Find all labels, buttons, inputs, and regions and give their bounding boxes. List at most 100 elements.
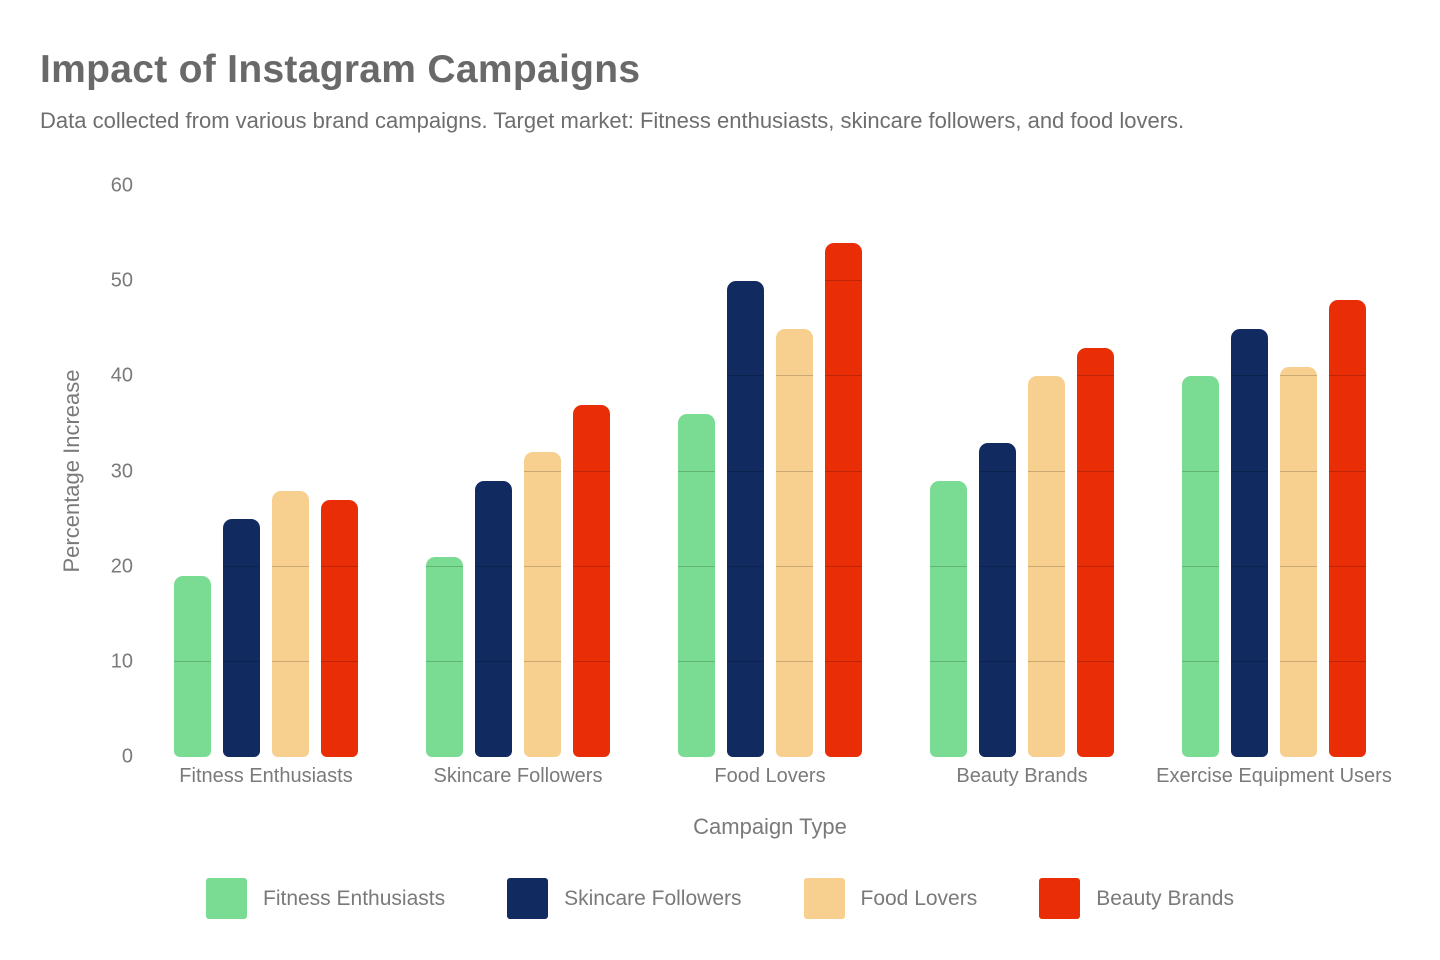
bar-gridline xyxy=(1329,660,1366,662)
legend-swatch xyxy=(803,878,845,919)
bar-gridline xyxy=(1231,565,1268,567)
bar-gridline xyxy=(1329,375,1366,377)
bar-gridline xyxy=(426,660,463,662)
bar-gridline xyxy=(321,660,358,662)
x-axis-tick-label: Exercise Equipment Users xyxy=(1156,765,1392,787)
bar xyxy=(426,557,463,757)
bar xyxy=(930,481,967,757)
bar-gridline xyxy=(475,660,512,662)
bar-gridline xyxy=(1280,470,1317,472)
bar-gridline xyxy=(223,565,260,567)
bar xyxy=(174,576,211,757)
plot-area xyxy=(140,186,1400,757)
bar-gridline xyxy=(776,470,813,472)
bar-group xyxy=(426,404,611,757)
y-axis-tick-label: 20 xyxy=(110,555,133,578)
bar xyxy=(1028,376,1065,757)
bar-groups xyxy=(140,186,1400,757)
bar-gridline xyxy=(930,565,967,567)
bar-gridline xyxy=(678,660,715,662)
legend-item: Beauty Brands xyxy=(1039,878,1234,919)
bar-gridline xyxy=(776,660,813,662)
bar-gridline xyxy=(524,565,561,567)
bar xyxy=(524,452,561,757)
legend-label: Beauty Brands xyxy=(1096,886,1234,910)
bar-gridline xyxy=(979,565,1016,567)
y-axis-tick-label: 10 xyxy=(110,650,133,673)
y-axis-tick-label: 40 xyxy=(110,364,133,387)
bar xyxy=(475,481,512,757)
legend-label: Fitness Enthusiasts xyxy=(263,886,446,910)
bar xyxy=(727,281,764,757)
bar xyxy=(979,442,1016,757)
bar-gridline xyxy=(1231,375,1268,377)
x-axis-title: Campaign Type xyxy=(693,814,847,839)
bar-gridline xyxy=(727,565,764,567)
legend-label: Food Lovers xyxy=(860,886,978,910)
bar-gridline xyxy=(825,660,862,662)
bar-gridline xyxy=(979,660,1016,662)
bar-gridline xyxy=(426,565,463,567)
bar-gridline xyxy=(1028,660,1065,662)
bar-gridline xyxy=(825,565,862,567)
bar-gridline xyxy=(1077,660,1114,662)
legend-item: Food Lovers xyxy=(803,878,978,919)
bar xyxy=(573,404,610,757)
bar-gridline xyxy=(272,660,309,662)
bar-gridline xyxy=(272,565,309,567)
bar-gridline xyxy=(1280,375,1317,377)
x-axis-tick-label: Fitness Enthusiasts xyxy=(179,765,353,787)
bar-gridline xyxy=(223,660,260,662)
y-axis-tick-label: 60 xyxy=(110,174,133,197)
bar-gridline xyxy=(1231,660,1268,662)
bar-gridline xyxy=(930,660,967,662)
bar-gridline xyxy=(1280,565,1317,567)
bar-gridline xyxy=(1028,470,1065,472)
bar-group xyxy=(930,347,1115,757)
bar-gridline xyxy=(776,565,813,567)
y-axis-tick-label: 0 xyxy=(121,745,133,768)
chart-subtitle: Data collected from various brand campai… xyxy=(40,108,1185,133)
bar-gridline xyxy=(475,565,512,567)
bar xyxy=(1280,366,1317,757)
bar-gridline xyxy=(573,660,610,662)
legend: Fitness Enthusiasts Skincare Followers Foo… xyxy=(0,878,1440,919)
bar-gridline xyxy=(1077,375,1114,377)
bar xyxy=(776,328,813,757)
y-axis-tick-label: 50 xyxy=(110,269,133,292)
bar-group xyxy=(174,490,359,757)
bar-gridline xyxy=(1028,565,1065,567)
bar xyxy=(1231,328,1268,757)
bar-gridline xyxy=(524,470,561,472)
bar-gridline xyxy=(727,660,764,662)
y-axis: 0 10 20 30 40 50 60 xyxy=(60,175,133,768)
legend-label: Skincare Followers xyxy=(564,886,742,910)
bar-gridline xyxy=(573,565,610,567)
y-axis-tick-label: 30 xyxy=(110,460,133,482)
bar-gridline xyxy=(1182,565,1219,567)
bar-gridline xyxy=(678,470,715,472)
bar xyxy=(321,500,358,757)
bar-group xyxy=(678,243,863,757)
bar-group xyxy=(1182,300,1367,757)
x-axis-tick-label: Skincare Followers xyxy=(433,765,603,787)
x-axis: Fitness Enthusiasts Skincare Followers Foo… xyxy=(140,765,1400,788)
bar-gridline xyxy=(1329,470,1366,472)
bar-gridline xyxy=(727,470,764,472)
bar xyxy=(1077,347,1114,757)
bar xyxy=(272,490,309,757)
bar-gridline xyxy=(825,470,862,472)
bar xyxy=(1182,376,1219,757)
bar-gridline xyxy=(727,375,764,377)
bar xyxy=(825,243,862,757)
bar-gridline xyxy=(524,660,561,662)
bar xyxy=(678,414,715,757)
bar-gridline xyxy=(979,470,1016,472)
bar xyxy=(1329,300,1366,757)
bar-gridline xyxy=(1280,660,1317,662)
bar-gridline xyxy=(678,565,715,567)
bar-gridline xyxy=(174,660,211,662)
bar xyxy=(223,519,260,757)
bar-gridline xyxy=(825,375,862,377)
legend-item: Skincare Followers xyxy=(507,878,742,919)
